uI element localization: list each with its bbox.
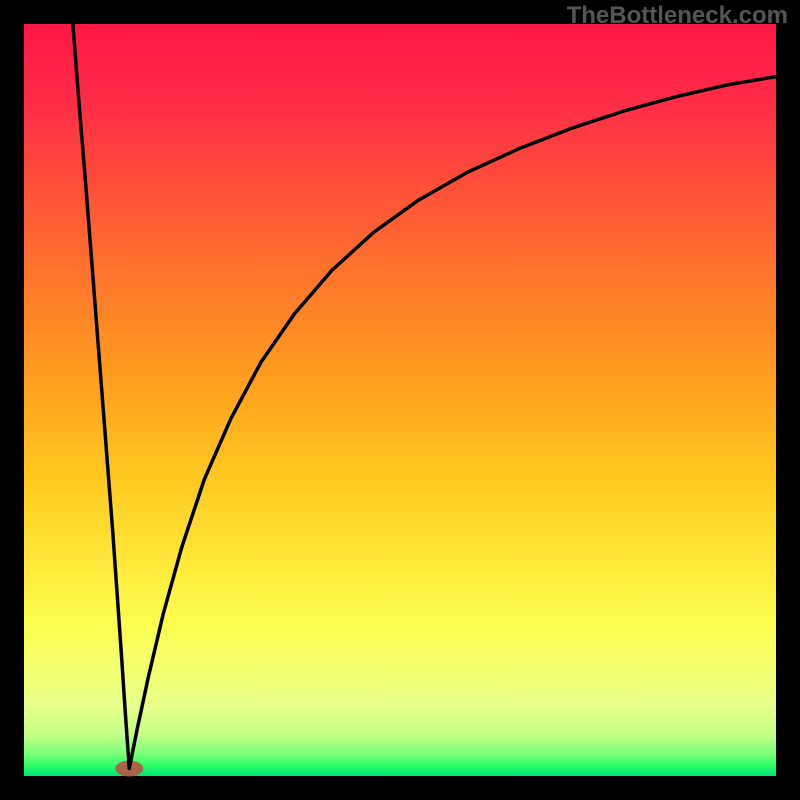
plot-area [24,24,776,776]
watermark-text: TheBottleneck.com [567,2,788,30]
chart-container: TheBottleneck.com [0,0,800,800]
bottleneck-chart [0,0,800,800]
